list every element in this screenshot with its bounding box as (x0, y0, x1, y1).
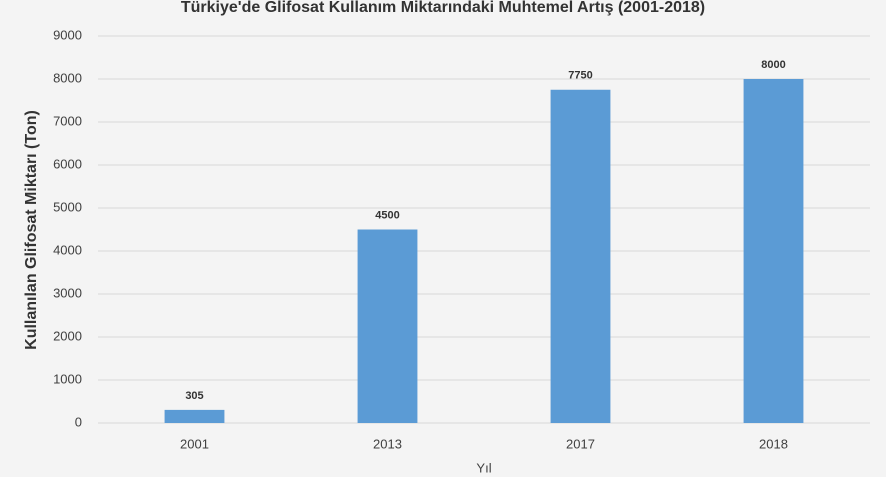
y-tick-label: 3000 (53, 285, 82, 300)
x-tick-label: 2017 (566, 436, 595, 451)
y-tick-label: 6000 (53, 156, 82, 171)
y-tick-label: 4000 (53, 242, 82, 257)
chart-title: Türkiye'de Glifosat Kullanım Miktarındak… (181, 0, 705, 16)
bar (550, 89, 611, 423)
y-tick-label: 5000 (53, 199, 82, 214)
y-tick-label: 2000 (53, 328, 82, 343)
data-label: 4500 (375, 209, 399, 221)
y-tick-label: 8000 (53, 70, 82, 85)
x-axis-title: Yıl (476, 460, 491, 475)
x-tick-label: 2013 (373, 436, 402, 451)
x-tick-label: 2018 (759, 436, 788, 451)
y-axis-title: Kullanılan Glifosat Miktarı (Ton) (23, 110, 40, 350)
bar (743, 79, 804, 423)
y-tick-label: 9000 (53, 27, 82, 42)
y-tick-label: 0 (75, 414, 82, 429)
bar (357, 229, 418, 423)
y-tick-label: 1000 (53, 371, 82, 386)
data-label: 7750 (568, 70, 592, 82)
bar (164, 409, 225, 423)
data-label: 8000 (761, 59, 785, 71)
data-label: 305 (185, 390, 203, 402)
y-tick-label: 7000 (53, 113, 82, 128)
x-tick-label: 2001 (180, 436, 209, 451)
